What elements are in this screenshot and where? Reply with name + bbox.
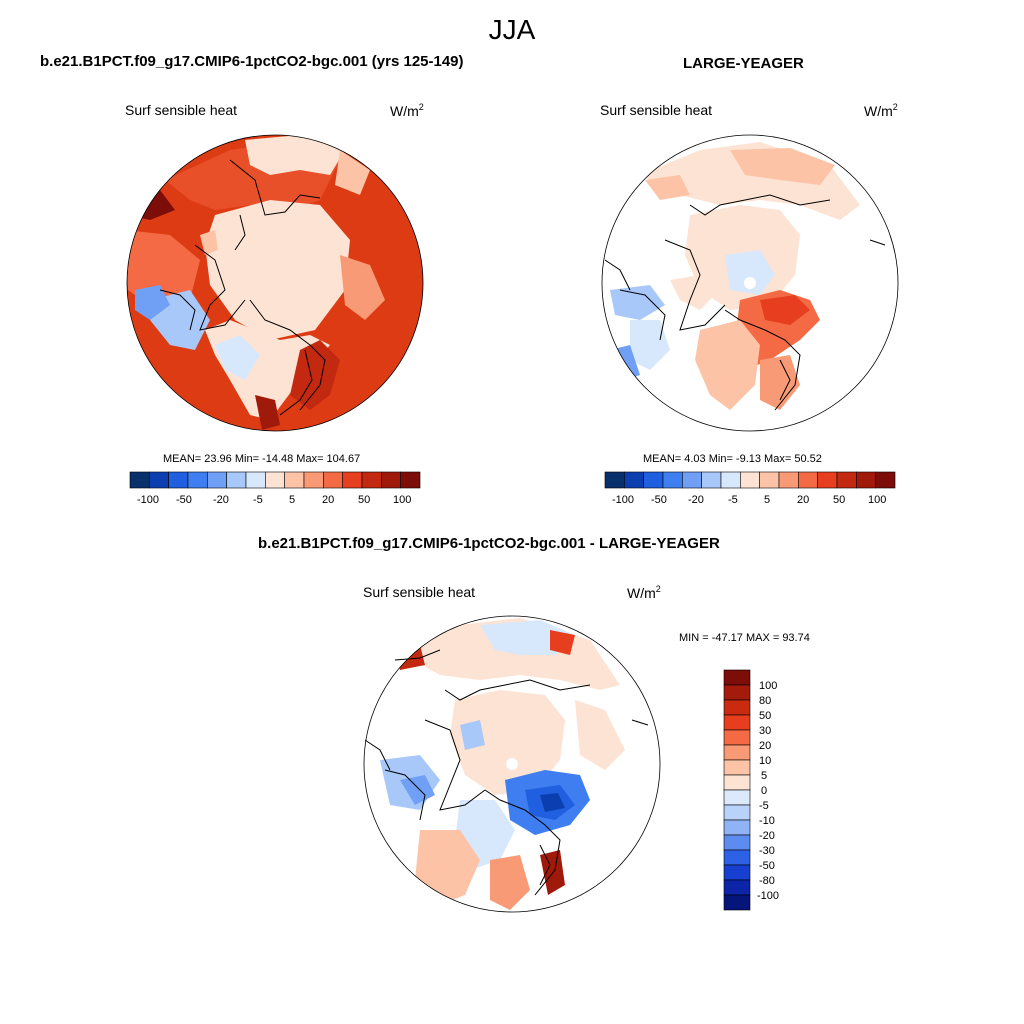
cb3-label: -30: [759, 845, 775, 857]
colorbar-swatch: [817, 471, 838, 489]
colorbar-swatch: [400, 471, 421, 489]
cb3-label: -5: [759, 800, 769, 812]
colorbar-swatch: [723, 759, 751, 776]
colorbar-swatch: [875, 471, 896, 489]
colorbar-swatch: [187, 471, 208, 489]
cb2-label: 20: [797, 494, 810, 506]
cb3-label: 80: [759, 695, 772, 707]
cb3-label: 100: [759, 680, 778, 692]
colorbar-swatch: [723, 879, 751, 896]
cb3-label: -20: [759, 830, 775, 842]
colorbar-swatch: [226, 471, 247, 489]
cb2-label: -20: [688, 494, 704, 506]
colorbar-swatch: [723, 834, 751, 851]
cb3-label: 30: [759, 725, 772, 737]
cb3-label: 0: [761, 785, 768, 797]
cb2-label: -100: [612, 494, 635, 506]
cb1-label: -20: [213, 494, 229, 506]
cb3-label: -100: [757, 890, 780, 902]
cb3-label: 20: [759, 740, 772, 752]
difference-polar-map: [363, 615, 661, 913]
panel1-polar-map: [126, 134, 424, 432]
colorbar-swatch: [723, 774, 751, 791]
colorbar-swatch: [149, 471, 169, 489]
cb1-label: 50: [358, 494, 371, 506]
colorbar-swatch: [778, 471, 799, 489]
colorbar-swatch: [624, 471, 644, 489]
colorbar-swatch: [723, 684, 751, 701]
colorbar-swatch: [342, 471, 363, 489]
colorbar-swatch: [723, 849, 751, 866]
cb1-label: 5: [289, 494, 296, 506]
colorbar-swatch: [723, 864, 751, 881]
colorbar-swatch: [604, 471, 625, 489]
panel2-units-label: W/m2: [864, 102, 898, 119]
colorbar-swatch: [168, 471, 189, 489]
cb1-label: 100: [393, 494, 412, 506]
cb3-label: 10: [759, 755, 772, 767]
colorbar-swatch: [798, 471, 818, 489]
colorbar-swatch: [245, 471, 266, 489]
colorbar-swatch: [129, 471, 150, 489]
panel2-colorbar: [604, 471, 896, 489]
difference-variable-label: Surf sensible heat: [363, 584, 476, 600]
colorbar-swatch: [723, 669, 751, 686]
panel1-case-title: b.e21.B1PCT.f09_g17.CMIP6-1pctCO2-bgc.00…: [40, 53, 464, 70]
cb3-label: 5: [761, 770, 768, 782]
colorbar-swatch: [662, 471, 683, 489]
panel1-units-label: W/m2: [390, 102, 424, 119]
colorbar-swatch: [361, 471, 382, 489]
panel1-variable-label: Surf sensible heat: [125, 102, 238, 118]
colorbar-swatch: [723, 804, 751, 821]
colorbar-swatch: [720, 471, 741, 489]
colorbar-swatch: [207, 471, 227, 489]
cb2-label: -50: [651, 494, 667, 506]
colorbar-swatch: [323, 471, 343, 489]
panel1-stats: MEAN= 23.96 Min= -14.48 Max= 104.67: [163, 453, 361, 465]
difference-colorbar: [723, 669, 751, 911]
colorbar-swatch: [740, 471, 760, 489]
colorbar-swatch: [723, 894, 751, 911]
panel2-polar-map: [601, 134, 899, 432]
colorbar-swatch: [723, 699, 751, 716]
cb3-label: -80: [759, 875, 775, 887]
colorbar-swatch: [381, 471, 401, 489]
colorbar-swatch: [682, 471, 702, 489]
colorbar-swatch: [265, 471, 285, 489]
difference-units-label: W/m2: [627, 584, 661, 601]
colorbar-swatch: [759, 471, 780, 489]
cb3-label: -10: [759, 815, 775, 827]
colorbar-swatch: [856, 471, 876, 489]
cb1-label: -50: [176, 494, 192, 506]
colorbar-swatch: [723, 744, 751, 761]
cb3-label: -50: [759, 860, 775, 872]
colorbar-swatch: [643, 471, 664, 489]
difference-title: b.e21.B1PCT.f09_g17.CMIP6-1pctCO2-bgc.00…: [258, 535, 720, 552]
colorbar-swatch: [303, 471, 324, 489]
cb2-label: -5: [728, 494, 738, 506]
panel2-case-title: LARGE-YEAGER: [683, 55, 804, 72]
cb2-label: 5: [764, 494, 771, 506]
difference-stats: MIN = -47.17 MAX = 93.74: [679, 632, 810, 644]
panel2-variable-label: Surf sensible heat: [600, 102, 713, 118]
colorbar-swatch: [701, 471, 722, 489]
colorbar-swatch: [723, 789, 751, 806]
colorbar-swatch: [723, 714, 751, 731]
colorbar-swatch: [284, 471, 305, 489]
colorbar-swatch: [723, 819, 751, 836]
cb1-label: -100: [137, 494, 160, 506]
cb2-label: 50: [833, 494, 846, 506]
colorbar-swatch: [836, 471, 857, 489]
cb2-label: 100: [868, 494, 887, 506]
figure-title: JJA: [488, 14, 536, 45]
cb1-label: -5: [253, 494, 263, 506]
cb1-label: 20: [322, 494, 335, 506]
colorbar-swatch: [723, 729, 751, 746]
panel2-stats: MEAN= 4.03 Min= -9.13 Max= 50.52: [643, 453, 822, 465]
cb3-label: 50: [759, 710, 772, 722]
panel1-colorbar: [129, 471, 421, 489]
